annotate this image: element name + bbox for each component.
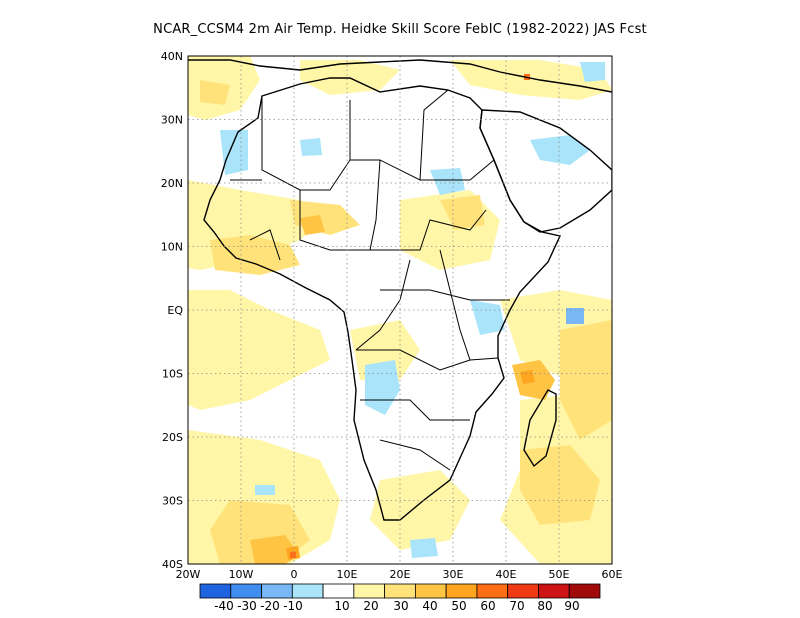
lat-label: 40S	[162, 558, 183, 571]
shade-region	[300, 138, 322, 156]
lon-label: 50E	[549, 568, 570, 581]
shade-region	[520, 445, 600, 525]
shade-region	[430, 168, 465, 195]
border	[360, 399, 470, 421]
madagascar-coastline	[523, 389, 557, 468]
colorbar-label: -20	[260, 599, 280, 613]
colorbar-label: 30	[393, 599, 408, 613]
colorbar-swatches	[199, 583, 601, 599]
border	[261, 96, 351, 191]
lat-label: 20N	[161, 177, 183, 190]
colorbar-label: 60	[480, 599, 495, 613]
lon-label: 20E	[390, 568, 411, 581]
colorbar-swatch	[199, 583, 232, 599]
colorbar-swatch	[414, 583, 447, 599]
latitude-labels: 40N 30N 20N 10N EQ 10S 20S 30S 40S	[161, 50, 184, 571]
colorbar-swatch	[445, 583, 478, 599]
border	[355, 259, 411, 351]
lon-label: 40E	[496, 568, 517, 581]
colorbar-swatch	[538, 583, 570, 599]
shade-region	[370, 470, 470, 550]
shade-region	[580, 62, 605, 82]
shade-region	[410, 538, 438, 558]
lat-label: 20S	[162, 431, 183, 444]
colorbar-swatch	[230, 583, 262, 599]
border	[249, 229, 281, 261]
colorbar-swatch	[322, 583, 355, 599]
arabia-coastline	[479, 109, 612, 233]
shade-region	[440, 195, 485, 230]
colorbar-swatch	[291, 583, 324, 599]
colorbar-label: -40	[214, 599, 234, 613]
colorbar-label: 40	[422, 599, 437, 613]
shade-region	[210, 235, 300, 275]
colorbar-swatch	[568, 583, 601, 599]
lat-label: 10N	[161, 241, 183, 254]
graticule	[188, 56, 612, 564]
lat-label: EQ	[167, 304, 183, 317]
shade-region	[220, 130, 248, 175]
shade-region	[530, 135, 590, 165]
shade-region	[566, 308, 584, 324]
map-frame	[187, 55, 613, 565]
lat-label: 30N	[161, 114, 183, 127]
colorbar-label: 70	[509, 599, 524, 613]
shade-region	[200, 80, 230, 105]
lon-label: 10W	[229, 568, 254, 581]
border	[379, 439, 451, 471]
colorbar-swatch	[507, 583, 539, 599]
colorbar-label: 10	[334, 599, 349, 613]
border	[299, 159, 381, 251]
lon-label: 60E	[602, 568, 623, 581]
chart-title: NCAR_CCSM4 2m Air Temp. Heidke Skill Sco…	[153, 22, 647, 37]
longitude-labels: 20W 10W 0 10E 20E 30E 40E 50E 60E	[176, 568, 623, 581]
colorbar-swatch	[261, 583, 293, 599]
colorbar: -40 -30 -20 -10 10 20 30 40 50 60 70 80 …	[199, 583, 601, 613]
border	[420, 159, 495, 181]
border	[380, 289, 510, 301]
country-borders	[230, 89, 510, 471]
colorbar-label: 20	[363, 599, 378, 613]
colorbar-swatch	[476, 583, 509, 599]
shade-region	[290, 552, 296, 558]
border	[356, 349, 499, 371]
lon-label: 0	[291, 568, 298, 581]
shade-region	[560, 320, 612, 440]
colorbar-label: 50	[451, 599, 466, 613]
lon-label: 10E	[337, 568, 358, 581]
border	[370, 209, 487, 251]
colorbar-swatch	[353, 583, 386, 599]
lon-label: 30E	[443, 568, 464, 581]
africa-coastline	[203, 77, 561, 521]
lat-label: 40N	[161, 50, 183, 63]
lat-label: 30S	[162, 495, 183, 508]
colorbar-label: -10	[283, 599, 303, 613]
shade-region	[300, 215, 325, 235]
shade-region	[255, 485, 275, 495]
shade-region	[188, 290, 330, 410]
colorbar-swatch	[384, 583, 416, 599]
colorbar-label: -30	[237, 599, 257, 613]
colorbar-label: 90	[564, 599, 579, 613]
shade-region	[470, 300, 505, 335]
lat-label: 10S	[162, 368, 183, 381]
lon-label: 20W	[176, 568, 201, 581]
colorbar-label: 80	[537, 599, 552, 613]
